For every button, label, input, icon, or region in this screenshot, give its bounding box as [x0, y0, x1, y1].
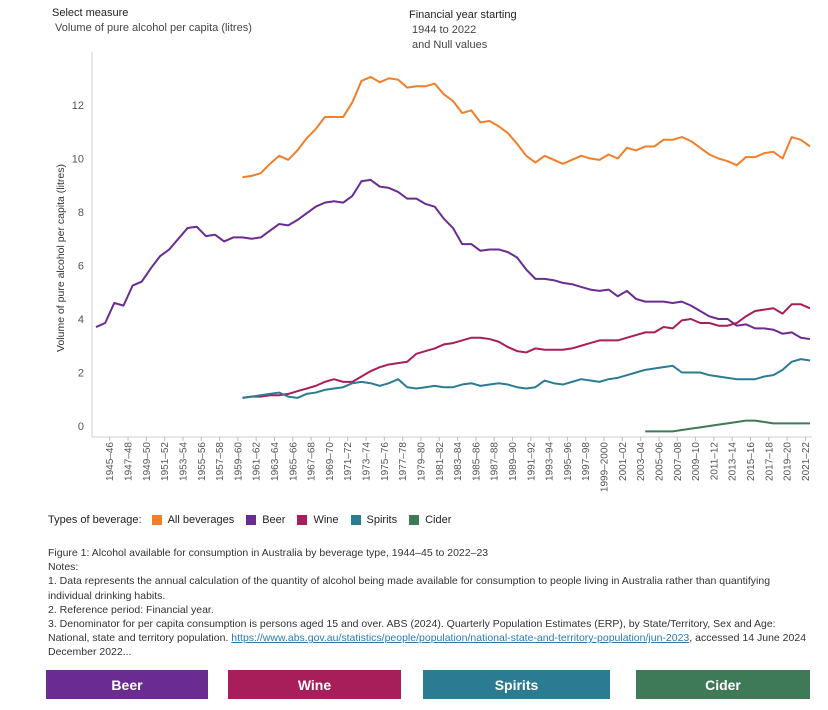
x-tick-label: 1973–74 [362, 442, 373, 481]
legend-swatch [409, 515, 420, 525]
legend-swatch [246, 515, 257, 525]
legend-text: Wine [313, 514, 339, 526]
x-tick-label: 2011–12 [709, 442, 720, 481]
x-tick-label: 1999–2000 [600, 442, 611, 492]
x-tick-label: 2021–22 [801, 442, 812, 481]
cider-button[interactable]: Cider [636, 670, 810, 699]
y-tick-label: 2 [78, 368, 84, 380]
note-3-text: 3. Denominator for per capita consumptio… [48, 618, 776, 645]
x-tick-label: 2003–04 [636, 442, 647, 481]
x-tick-label: 2017–18 [764, 442, 775, 481]
series-line-beer[interactable] [95, 178, 811, 341]
legend-swatch [297, 515, 308, 525]
x-tick-label: 1969–70 [325, 442, 336, 481]
x-tick-label: 1997–98 [581, 442, 592, 481]
x-tick-label: 1983–84 [453, 442, 464, 481]
legend-text: All beverages [167, 514, 235, 526]
spirits-button[interactable]: Spirits [423, 670, 610, 699]
legend-item-cider[interactable]: Cider [409, 514, 451, 526]
legend-item-all[interactable]: All beverages [151, 514, 235, 526]
legend-text: Cider [425, 514, 452, 526]
note-1: 1. Data represents the annual calculatio… [48, 575, 771, 602]
legend-swatch [151, 515, 162, 525]
x-tick-label: 1951–52 [160, 442, 171, 481]
legend-item-beer[interactable]: Beer [246, 514, 285, 526]
x-tick-label: 1961–62 [252, 442, 263, 481]
y-tick-label: 8 [78, 207, 84, 219]
y-axis-label: Volume of pure alcohol per capita (litre… [55, 164, 67, 352]
x-tick-label: 1947–48 [124, 442, 135, 481]
x-tick-label: 1971–72 [343, 442, 354, 481]
note-3-tail: , accessed 14 June 2024 December 2022... [48, 632, 807, 659]
x-tick-label: 1979–80 [416, 442, 427, 481]
x-tick-label: 1991–92 [526, 442, 537, 481]
legend-text: Beer [262, 514, 286, 526]
legend-label: Types of beverage: [48, 514, 142, 526]
x-tick-label: 1955–56 [197, 442, 208, 481]
series-line-cider[interactable] [645, 419, 810, 433]
note-3: 3. Denominator for per capita consumptio… [48, 617, 808, 660]
x-tick-label: 1975–76 [380, 442, 391, 481]
y-tick-label: 6 [78, 261, 84, 273]
series-line-spirits[interactable] [242, 358, 811, 399]
legend-text: Spirits [366, 514, 398, 526]
y-tick-label: 12 [72, 100, 84, 112]
legend: Types of beverage: All beverages Beer Wi… [48, 514, 463, 526]
x-axis: 1945–46 1947–48 1949–50 1951–52 1953–54 1955–… [92, 436, 812, 492]
legend-item-wine[interactable]: Wine [297, 514, 339, 526]
x-tick-label: 1985–86 [471, 442, 482, 481]
y-axis: 0 2 4 6 8 10 12 [72, 52, 93, 437]
x-tick-label: 1945–46 [105, 442, 116, 481]
series-lines [95, 75, 811, 433]
measure-dropdown[interactable]: Volume of pure alcohol per capita (litre… [55, 22, 252, 34]
x-tick-label: 1953–54 [178, 442, 189, 481]
figure-caption: Figure 1: Alcohol available for consumpt… [48, 547, 489, 559]
year-title: Financial year starting [409, 9, 517, 21]
x-tick-label: 1987–88 [490, 442, 501, 481]
x-tick-label: 1981–82 [435, 442, 446, 481]
beer-button[interactable]: Beer [46, 670, 208, 699]
figure-notes: Figure 1: Alcohol available for consumpt… [48, 546, 808, 660]
x-tick-label: 2005–06 [654, 442, 665, 481]
series-line-wine[interactable] [242, 303, 811, 399]
x-tick-label: 2019–20 [783, 442, 794, 481]
legend-item-spirits[interactable]: Spirits [350, 514, 398, 526]
x-tick-label: 1967–68 [307, 442, 318, 481]
y-tick-label: 4 [78, 314, 84, 326]
x-tick-label: 1977–78 [398, 442, 409, 481]
abs-population-link[interactable]: https://www.abs.gov.au/statistics/people… [231, 632, 690, 645]
x-tick-label: 2001–02 [618, 442, 629, 481]
x-tick-label: 1957–58 [215, 442, 226, 481]
notes-heading: Notes: [48, 561, 79, 574]
x-tick-label: 1965–66 [288, 442, 299, 481]
series-line-all-beverages[interactable] [242, 75, 811, 179]
x-tick-label: 2015–16 [746, 442, 757, 481]
x-tick-label: 2007–08 [673, 442, 684, 481]
measure-title: Select measure [52, 7, 129, 19]
x-tick-label: 1959–60 [233, 442, 244, 481]
note-2: 2. Reference period: Financial year. [48, 603, 214, 616]
wine-button[interactable]: Wine [228, 670, 401, 699]
x-tick-label: 1995–96 [563, 442, 574, 481]
x-tick-label: 1993–94 [545, 442, 556, 481]
y-tick-label: 10 [72, 154, 84, 166]
x-tick-label: 2009–10 [691, 442, 702, 481]
x-tick-label: 2013–14 [728, 442, 739, 481]
x-tick-label: 1989–90 [508, 442, 519, 481]
legend-swatch [350, 515, 361, 525]
year-null-option[interactable]: and Null values [412, 39, 488, 51]
x-tick-label: 1949–50 [142, 442, 153, 481]
year-range-filter[interactable]: 1944 to 2022 [412, 24, 477, 36]
y-tick-label: 0 [78, 421, 84, 433]
x-tick-label: 1963–64 [270, 442, 281, 481]
